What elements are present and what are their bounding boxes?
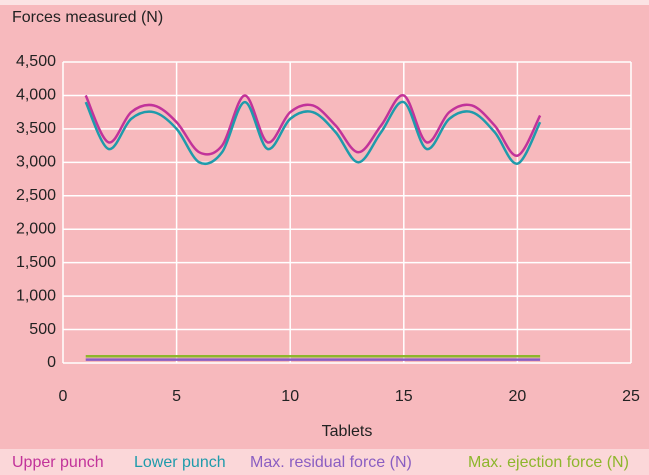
- x-axis-label: Tablets: [322, 423, 373, 440]
- y-axis-label: Forces measured (N): [12, 9, 163, 26]
- y-tick-label: 0: [47, 354, 56, 371]
- y-tick-label: 3,500: [16, 120, 56, 137]
- legend-entry: Max. ejection force (N): [468, 454, 629, 471]
- x-tick-label: 5: [172, 388, 181, 405]
- top-strip: [0, 0, 649, 5]
- legend-entry: Upper punch: [12, 454, 104, 471]
- x-tick-label: 0: [59, 388, 68, 405]
- y-tick-label: 500: [29, 321, 56, 338]
- y-tick-label: 1,000: [16, 287, 56, 304]
- x-tick-label: 20: [509, 388, 527, 405]
- y-tick-label: 3,000: [16, 154, 56, 171]
- x-tick-label: 10: [281, 388, 299, 405]
- y-tick-label: 1,500: [16, 254, 56, 271]
- x-tick-label: 25: [622, 388, 640, 405]
- legend-entry: Lower punch: [134, 454, 226, 471]
- y-tick-label: 4,500: [16, 53, 56, 70]
- y-tick-label: 2,000: [16, 220, 56, 237]
- y-tick-label: 2,500: [16, 187, 56, 204]
- x-tick-label: 15: [395, 388, 413, 405]
- y-tick-label: 4,000: [16, 87, 56, 104]
- legend-entry: Max. residual force (N): [250, 454, 412, 471]
- series-line: [84, 94, 542, 157]
- legend-strip: [0, 449, 649, 475]
- series-line: [84, 100, 542, 166]
